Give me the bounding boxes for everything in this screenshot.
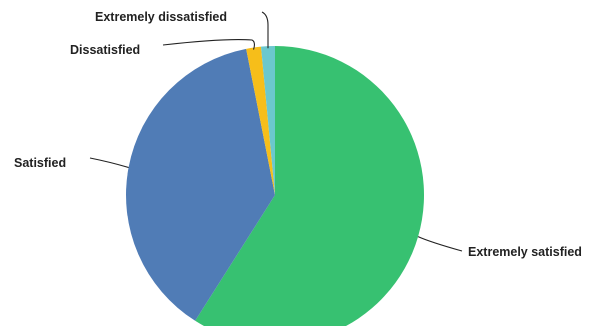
leader-lines: [89, 11, 463, 252]
slice-label-satisfied: Satisfied: [14, 156, 66, 170]
pie-slice-satisfied: [126, 48, 276, 321]
leader-line-extremely-dissatisfied: [261, 11, 269, 49]
pie-slices: [126, 46, 424, 331]
slice-label-extremely-dissatisfied: Extremely dissatisfied: [95, 10, 227, 24]
pie-slice-extremely-satisfied: [195, 46, 424, 331]
leader-line-dissatisfied: [162, 39, 256, 50]
slice-label-dissatisfied: Dissatisfied: [70, 43, 140, 57]
leader-line-satisfied: [89, 157, 129, 169]
pie-slice-dissatisfied: [246, 46, 275, 195]
pie-slice-extremely-dissatisfied: [260, 46, 275, 195]
leader-line-extremely-satisfied: [417, 236, 463, 252]
slice-label-extremely-satisfied: Extremely satisfied: [468, 245, 582, 259]
